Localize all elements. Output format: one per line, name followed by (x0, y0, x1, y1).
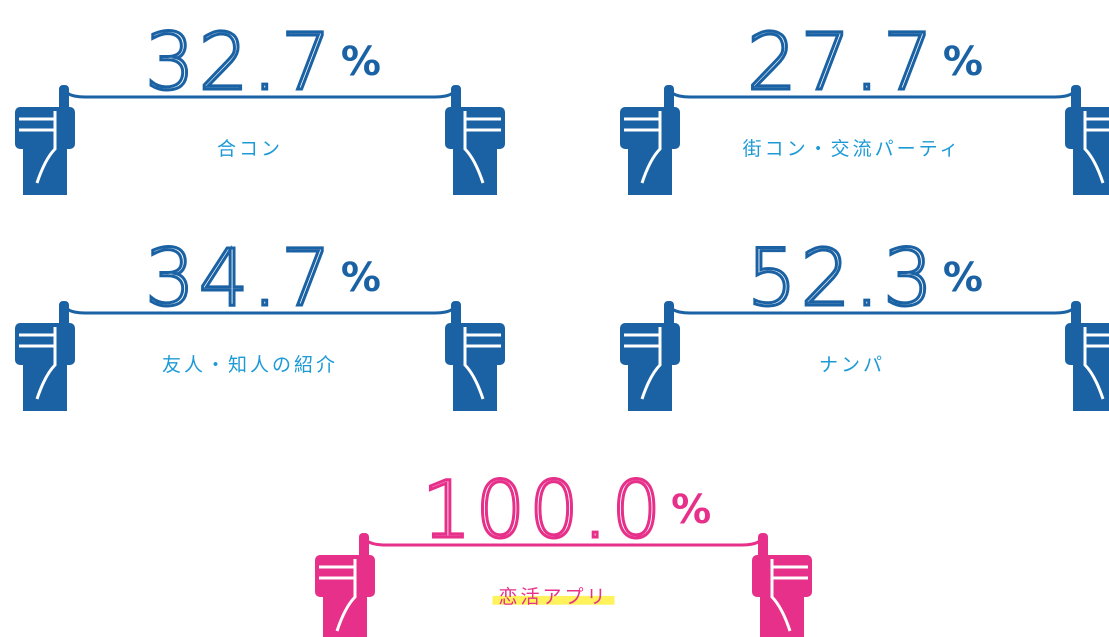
stat-value: 32.7 (145, 18, 335, 108)
stat-unit: % (671, 487, 711, 533)
fist-fingers (752, 555, 812, 597)
fist-wrist (453, 361, 497, 411)
stat-item: 100.0% 恋活アプリ (315, 466, 812, 637)
stat-unit: % (341, 39, 381, 85)
stat-value: 34.7 (145, 234, 335, 324)
stat-item: 52.3% ナンパ (620, 234, 1109, 411)
fist (315, 533, 375, 637)
infographic: 32.7% 合コン 27.7% 街コン・交流パーティ 34.7% 友人・知人の紹介 52.3… (0, 0, 1109, 637)
fist-fingers (445, 107, 505, 149)
fist (445, 85, 505, 195)
stat-label: 街コン・交流パーティ (743, 138, 962, 160)
fist (620, 85, 680, 195)
stat-value: 27.7 (747, 18, 937, 108)
fist-fingers (15, 107, 75, 149)
fist-wrist (760, 593, 804, 637)
fist-fingers (445, 323, 505, 365)
fist-wrist (1073, 145, 1109, 195)
fist-wrist (453, 145, 497, 195)
stat-item: 34.7% 友人・知人の紹介 (15, 234, 505, 411)
stat-unit: % (943, 255, 983, 301)
fist (1065, 301, 1109, 411)
stat-value: 52.3 (747, 234, 937, 324)
fist-wrist (23, 145, 67, 195)
fist (445, 301, 505, 411)
stat-label: 友人・知人の紹介 (162, 354, 338, 376)
fist-fingers (1065, 107, 1109, 149)
fist (620, 301, 680, 411)
stat-value: 100.0 (422, 466, 665, 556)
stat-label: 恋活アプリ (498, 586, 608, 608)
stat-item: 32.7% 合コン (15, 18, 505, 195)
fist-wrist (628, 145, 672, 195)
stat-label: ナンパ (819, 354, 885, 376)
fist-fingers (1065, 323, 1109, 365)
fist-wrist (23, 361, 67, 411)
fist (1065, 85, 1109, 195)
fist-fingers (620, 323, 680, 365)
fist-wrist (1073, 361, 1109, 411)
fist-fingers (315, 555, 375, 597)
fist (15, 301, 75, 411)
stat-label: 合コン (217, 138, 283, 160)
fist (15, 85, 75, 195)
stat-item: 27.7% 街コン・交流パーティ (620, 18, 1109, 195)
fist-fingers (15, 323, 75, 365)
stat-unit: % (943, 39, 983, 85)
fist-wrist (323, 593, 367, 637)
stat-unit: % (341, 255, 381, 301)
fist-fingers (620, 107, 680, 149)
fist (752, 533, 812, 637)
fist-wrist (628, 361, 672, 411)
